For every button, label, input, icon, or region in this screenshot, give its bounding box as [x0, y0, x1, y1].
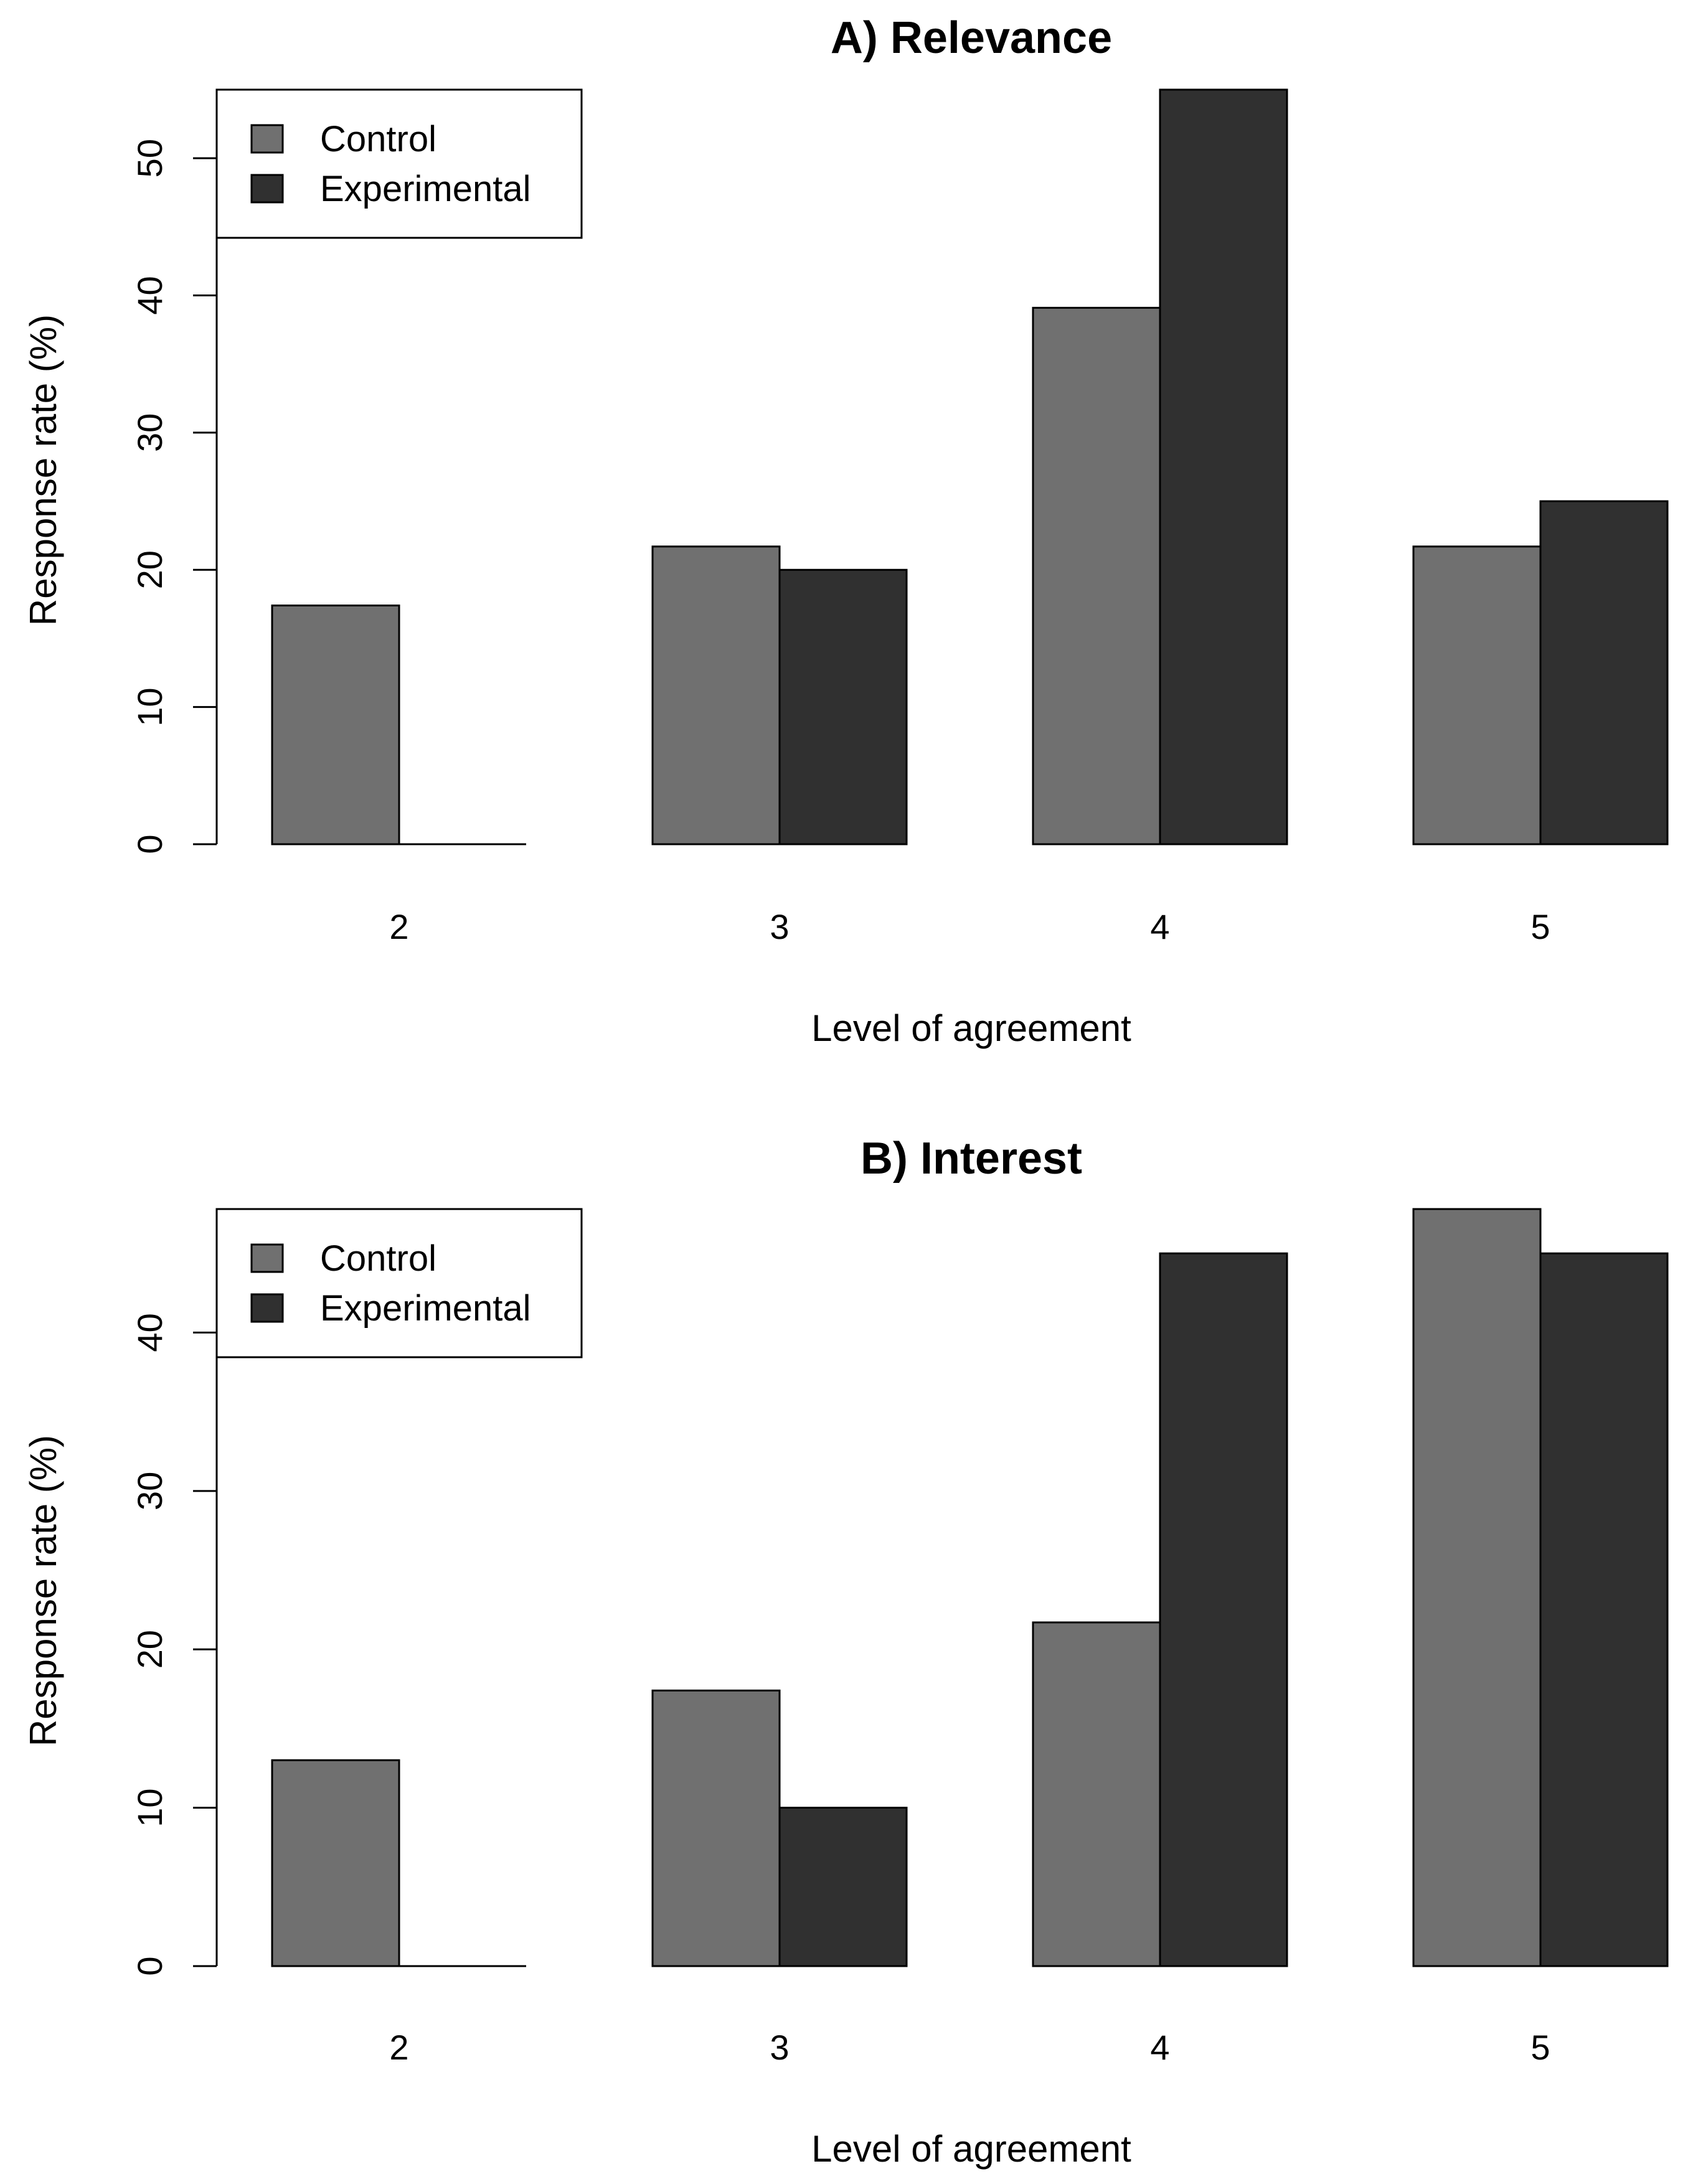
y-tick: 40: [130, 276, 217, 315]
y-tick-label: 10: [130, 1788, 169, 1827]
y-tick: 10: [130, 687, 217, 727]
y-tick: 30: [130, 1472, 217, 1510]
legend-box: [215, 88, 583, 239]
y-tick-label: 10: [130, 687, 169, 726]
panel-interest: B) Interest Response rate (%) Level of a…: [22, 1134, 1669, 2170]
y-tick: 40: [130, 1313, 217, 1352]
y-ticks: 0 10 20 30 40 50: [130, 139, 217, 854]
x-tick-labels: 2 3 4 5: [389, 907, 1550, 946]
bar-experimental-3: [778, 1807, 908, 1967]
legend: Control Experimental: [215, 1208, 583, 1358]
legend-label-control: Control: [320, 119, 436, 159]
bar-experimental-4: [1159, 1252, 1288, 1967]
y-tick: 0: [130, 1956, 217, 1976]
y-tick-label: 40: [130, 1313, 169, 1352]
x-tick-label: 2: [389, 907, 408, 946]
y-tick: 20: [130, 1630, 217, 1669]
bar-control-2: [271, 1759, 400, 1967]
legend-swatch-experimental: [250, 1293, 284, 1323]
bar-experimental-5: [1539, 1252, 1669, 1967]
legend-box: [215, 1208, 583, 1358]
bars: [271, 1208, 1669, 1967]
legend-label-experimental: Experimental: [320, 169, 531, 209]
legend-label-experimental: Experimental: [320, 1288, 531, 1329]
chart-title: A) Relevance: [831, 13, 1112, 63]
bar-control-4: [1032, 1621, 1161, 1967]
y-tick-label: 30: [130, 1472, 169, 1510]
bars: [271, 88, 1669, 845]
y-tick: 50: [130, 139, 217, 177]
x-tick-label: 3: [770, 2028, 789, 2067]
y-tick: 30: [130, 413, 217, 452]
bar-control-2: [271, 605, 400, 845]
bar-experimental-5: [1539, 500, 1669, 845]
legend: Control Experimental: [215, 88, 583, 239]
y-ticks: 0 10 20 30 40: [130, 1313, 217, 1976]
y-axis-label: Response rate (%): [22, 314, 64, 626]
bar-control-3: [651, 1689, 781, 1967]
x-tick-label: 4: [1150, 907, 1169, 946]
x-tick-label: 5: [1530, 2028, 1550, 2067]
bar-control-5: [1412, 545, 1542, 845]
y-axis-label: Response rate (%): [22, 1435, 64, 1746]
legend-swatch-control: [250, 124, 284, 154]
legend-swatch-control: [250, 1243, 284, 1273]
x-axis-label: Level of agreement: [811, 2128, 1131, 2170]
y-tick-label: 50: [130, 139, 169, 177]
y-tick-label: 0: [130, 1956, 169, 1975]
x-tick-label: 4: [1150, 2028, 1169, 2067]
bar-experimental-3: [778, 568, 908, 845]
legend-swatch-experimental: [250, 174, 284, 204]
bar-control-5: [1412, 1208, 1542, 1967]
x-tick-labels: 2 3 4 5: [389, 2028, 1550, 2067]
legend-label-control: Control: [320, 1238, 436, 1279]
y-tick-label: 20: [130, 1630, 169, 1669]
x-tick-label: 2: [389, 2028, 408, 2067]
bar-control-4: [1032, 306, 1161, 845]
x-tick-label: 5: [1530, 907, 1550, 946]
y-tick: 20: [130, 550, 217, 589]
y-tick-label: 0: [130, 834, 169, 854]
y-tick: 0: [130, 834, 217, 854]
chart-title: B) Interest: [861, 1134, 1082, 1184]
panel-relevance: A) Relevance Response rate (%) Level of …: [22, 13, 1669, 1049]
y-tick-label: 20: [130, 550, 169, 589]
bar-experimental-4: [1159, 88, 1288, 845]
x-axis-label: Level of agreement: [811, 1007, 1131, 1049]
y-tick-label: 40: [130, 276, 169, 314]
x-tick-label: 3: [770, 907, 789, 946]
y-tick-label: 30: [130, 413, 169, 452]
y-tick: 10: [130, 1788, 217, 1827]
bar-control-3: [651, 545, 781, 845]
